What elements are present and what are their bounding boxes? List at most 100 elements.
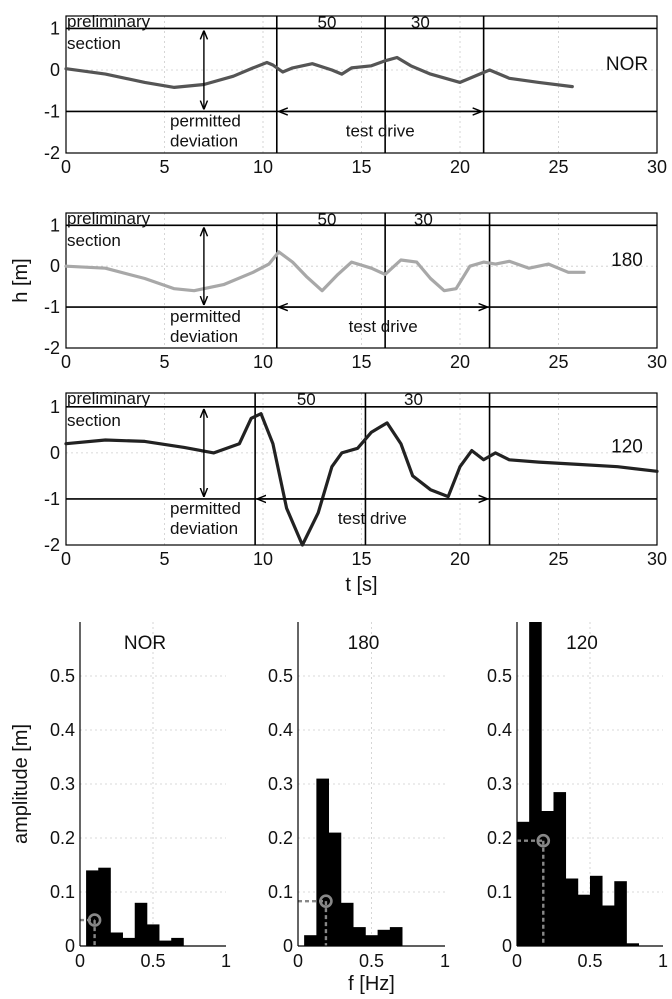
x-tick-label: 25 <box>548 352 568 372</box>
annotation-preliminary: preliminary <box>67 389 151 408</box>
y-tick-label: 0.2 <box>50 828 75 848</box>
series-label-120: 120 <box>611 437 643 458</box>
x-tick-label: 0 <box>61 549 71 569</box>
spectrum-bar <box>146 924 160 946</box>
annotation-section: section <box>67 411 121 430</box>
spectrum-bar <box>110 932 123 946</box>
y-tick-label: 0.3 <box>487 774 512 794</box>
y-tick-label: -2 <box>44 143 60 163</box>
y-tick-label: 0.2 <box>487 828 512 848</box>
y-tick-label: 0 <box>65 936 75 956</box>
y-tick-label: 0 <box>283 936 293 956</box>
x-tick-label: 0 <box>75 951 85 971</box>
y-axis-label: h [m] <box>10 258 32 302</box>
panel-title: NOR <box>124 633 166 654</box>
annotation-section: section <box>67 34 121 53</box>
x-tick-label: 10 <box>253 352 273 372</box>
spectrum-bar <box>98 867 111 946</box>
x-tick-label: 1 <box>440 951 450 971</box>
y-tick-label: 0.4 <box>50 720 75 740</box>
y-tick-label: -1 <box>44 297 60 317</box>
series-line-NOR <box>64 55 574 89</box>
x-tick-label: 10 <box>253 549 273 569</box>
y-tick-label: 0 <box>50 256 60 276</box>
spectrum-bar <box>553 792 567 946</box>
annotation-deviation: deviation <box>170 327 238 346</box>
x-tick-label: 0.5 <box>140 951 165 971</box>
x-tick-label: 5 <box>159 157 169 177</box>
x-tick-label: 0.5 <box>359 951 384 971</box>
x-tick-label: 20 <box>450 352 470 372</box>
y-tick-label: -1 <box>44 489 60 509</box>
y-tick-label: 0.5 <box>487 666 512 686</box>
y-tick-label: 0.1 <box>50 882 75 902</box>
annotation-test-drive: test drive <box>346 121 415 140</box>
x-tick-label: 5 <box>159 352 169 372</box>
series-line-120 <box>64 412 659 547</box>
dominant-frequency-marker <box>319 894 333 908</box>
x-tick-label: 0 <box>293 951 303 971</box>
x-tick-label: 10 <box>253 157 273 177</box>
panel-title: 120 <box>566 633 598 654</box>
y-axis-label: amplitude [m] <box>10 724 32 844</box>
spectrum-bar <box>389 927 403 946</box>
dominant-frequency-marker <box>536 833 551 848</box>
series-label-180: 180 <box>611 250 643 271</box>
x-axis-label: t [s] <box>345 574 377 596</box>
x-tick-label: 0 <box>61 157 71 177</box>
y-tick-label: 0.5 <box>50 666 75 686</box>
y-tick-label: 0.5 <box>268 666 293 686</box>
spectrum-bar <box>134 902 148 946</box>
spectrum-bar <box>517 821 530 946</box>
x-tick-label: 0 <box>61 352 71 372</box>
x-tick-label: 15 <box>351 352 371 372</box>
y-tick-label: 0 <box>502 936 512 956</box>
spectrum-bar <box>377 929 391 946</box>
x-tick-label: 30 <box>647 549 667 569</box>
y-tick-label: 0.1 <box>487 882 512 902</box>
y-tick-label: 0 <box>50 443 60 463</box>
annotation-speed-50: 50 <box>318 13 337 32</box>
x-axis-label: f [Hz] <box>348 973 395 995</box>
panel-title: 180 <box>348 633 380 654</box>
axes-box <box>65 15 658 154</box>
x-tick-label: 15 <box>351 549 371 569</box>
y-tick-label: -2 <box>44 535 60 555</box>
x-tick-label: 15 <box>351 157 371 177</box>
annotation-permitted: permitted <box>170 499 241 518</box>
spectrum-bar <box>529 622 542 946</box>
spectrum-bar <box>614 881 627 946</box>
x-tick-label: 25 <box>548 157 568 177</box>
spectrum-bar <box>365 935 379 946</box>
spectrum-bar <box>589 875 603 946</box>
annotation-speed-30: 30 <box>414 210 433 229</box>
x-tick-label: 25 <box>548 549 568 569</box>
y-tick-label: 0.2 <box>268 828 293 848</box>
x-tick-label: 0.5 <box>577 951 602 971</box>
spectrum-bar <box>577 894 591 946</box>
x-tick-label: 30 <box>647 157 667 177</box>
annotation-deviation: deviation <box>170 519 238 538</box>
dominant-frequency-marker <box>87 913 102 927</box>
spectrum-panel-NOR: NOR 0 0.5 1 0 0.1 0.2 0.3 0.4 0.5 amplitude [m] <box>10 622 231 971</box>
x-tick-label: 20 <box>450 157 470 177</box>
x-tick-label: 1 <box>221 951 231 971</box>
annotation-permitted: permitted <box>170 111 241 130</box>
y-tick-label: 0.4 <box>268 720 293 740</box>
x-tick-label: 1 <box>658 951 668 971</box>
spectrum-bar <box>340 902 354 946</box>
annotation-speed-30: 30 <box>404 390 423 409</box>
spectrum-bar <box>565 878 579 946</box>
spectrum-bar <box>316 778 330 946</box>
x-tick-label: 0 <box>512 951 522 971</box>
spectrum-bar <box>626 943 640 946</box>
x-tick-label: 20 <box>450 549 470 569</box>
annotation-test-drive: test drive <box>338 509 407 528</box>
y-tick-label: 1 <box>50 215 60 235</box>
y-tick-label: 0.3 <box>268 774 293 794</box>
spectrum-bar <box>171 937 184 946</box>
